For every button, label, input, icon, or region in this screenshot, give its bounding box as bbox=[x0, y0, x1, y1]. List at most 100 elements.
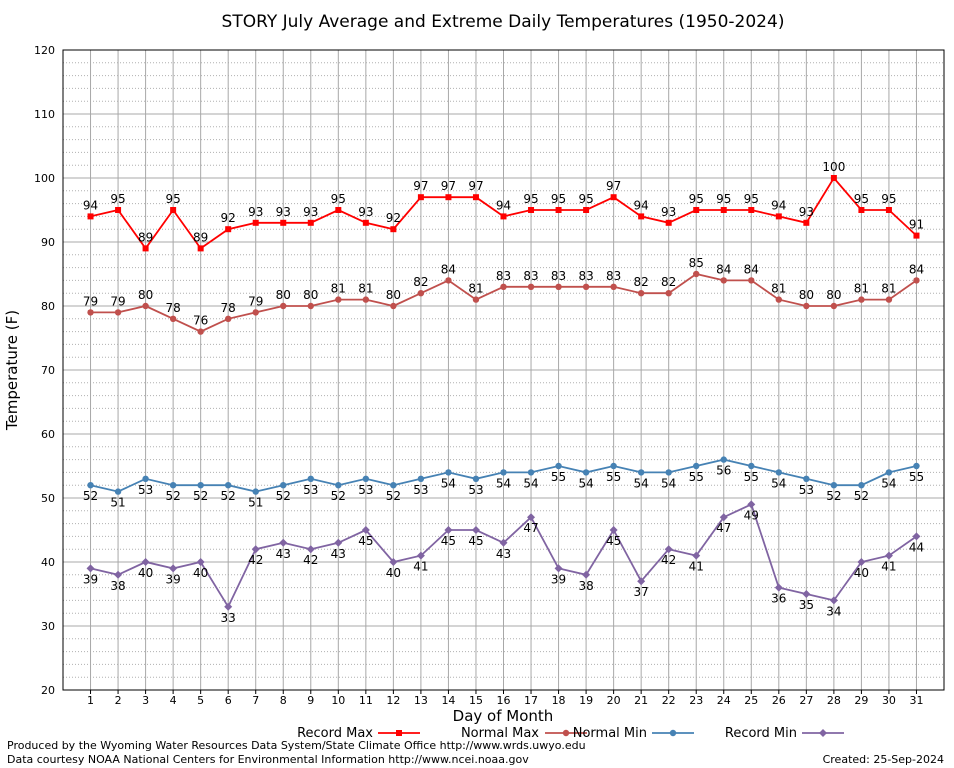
normal-max-point bbox=[335, 296, 342, 303]
normal-min-point bbox=[417, 475, 425, 482]
record-min-point bbox=[664, 545, 673, 554]
normal-min-value-label: 53 bbox=[468, 483, 483, 497]
record-max-point bbox=[280, 219, 287, 226]
normal-min-value-label: 54 bbox=[634, 476, 649, 490]
record-max-point bbox=[748, 207, 755, 213]
normal-min-point bbox=[913, 462, 920, 470]
x-tick-label: 4 bbox=[170, 694, 177, 707]
record-min-value-label: 40 bbox=[386, 566, 401, 580]
normal-max-point bbox=[87, 309, 94, 316]
y-tick-label: 50 bbox=[41, 492, 55, 505]
x-tick-label: 14 bbox=[441, 694, 455, 707]
normal-max-point bbox=[830, 302, 838, 310]
record-max-value-label: 95 bbox=[854, 192, 869, 206]
series-layer: 94 95 89 95 89 92 93 93 93 95 93 92 97 97 97 94 95 95 95 97… bbox=[83, 160, 924, 625]
record-max-value-label: 92 bbox=[221, 211, 236, 225]
normal-max-point bbox=[582, 283, 590, 290]
record-max-value-label: 95 bbox=[881, 192, 896, 206]
normal-max-value-label: 79 bbox=[248, 294, 263, 308]
normal-max-value-label: 79 bbox=[110, 294, 125, 308]
record-min-value-label: 43 bbox=[331, 547, 346, 561]
normal-min-point bbox=[803, 475, 810, 482]
normal-max-value-label: 80 bbox=[799, 288, 814, 302]
record-max-point bbox=[197, 245, 204, 252]
record-min-point bbox=[251, 545, 260, 554]
x-tick-label: 11 bbox=[359, 694, 373, 707]
y-tick-label: 80 bbox=[41, 300, 55, 313]
record-min-point bbox=[416, 551, 425, 560]
normal-min-value-label: 52 bbox=[193, 489, 208, 503]
x-tick-label: 20 bbox=[607, 694, 621, 707]
normal-max-value-label: 80 bbox=[303, 288, 318, 302]
normal-max-point bbox=[280, 302, 287, 310]
record-max-value-label: 97 bbox=[606, 179, 621, 193]
record-min-value-label: 42 bbox=[248, 553, 263, 567]
x-tick-label: 25 bbox=[744, 694, 758, 707]
legend-item-normal-max: Normal Max bbox=[461, 726, 587, 741]
credit-line-2: Data courtesy NOAA National Centers for … bbox=[7, 753, 529, 766]
normal-min-point bbox=[252, 488, 259, 495]
record-max-point bbox=[528, 207, 535, 213]
record-min-point bbox=[884, 551, 893, 560]
normal-max-value-label: 83 bbox=[606, 269, 621, 283]
record-min-point bbox=[774, 583, 783, 592]
normal-max-point bbox=[527, 283, 535, 290]
x-tick-label: 3 bbox=[142, 694, 149, 707]
record-max-point bbox=[335, 207, 342, 213]
normal-max-value-label: 81 bbox=[771, 282, 786, 296]
x-tick-label: 17 bbox=[524, 694, 538, 707]
record-min-point bbox=[857, 558, 866, 566]
record-max-value-label: 95 bbox=[744, 192, 759, 206]
record-min-value-label: 37 bbox=[634, 585, 649, 599]
normal-min-value-label: 52 bbox=[331, 489, 346, 503]
normal-max-point bbox=[803, 302, 810, 310]
y-tick-label: 20 bbox=[41, 684, 55, 697]
legend-marker bbox=[669, 729, 677, 737]
record-min-value-label: 39 bbox=[165, 572, 180, 586]
record-max-point bbox=[858, 207, 865, 213]
record-max-value-label: 95 bbox=[551, 192, 566, 206]
record-max-series: 94 95 89 95 89 92 93 93 93 95 93 92 97 97 97 94 95 95 95 97… bbox=[83, 160, 924, 252]
normal-min-value-label: 52 bbox=[221, 489, 236, 503]
normal-max-point bbox=[307, 302, 314, 310]
normal-min-point bbox=[527, 469, 535, 476]
normal-min-series: 52 51 53 52 52 52 51 52 53 52 53 52 53 54 53 54 54 55 54 55… bbox=[83, 456, 924, 510]
normal-max-value-label: 82 bbox=[634, 275, 649, 289]
normal-max-point bbox=[252, 309, 259, 316]
normal-max-value-label: 83 bbox=[578, 269, 593, 283]
normal-max-value-label: 80 bbox=[138, 288, 153, 302]
normal-max-value-label: 78 bbox=[221, 301, 236, 315]
record-min-value-label: 39 bbox=[83, 572, 98, 586]
record-max-value-label: 94 bbox=[83, 198, 98, 212]
record-min-point bbox=[719, 513, 728, 522]
normal-max-value-label: 85 bbox=[689, 256, 704, 270]
y-tick-label: 70 bbox=[41, 364, 55, 377]
record-min-value-label: 41 bbox=[881, 560, 896, 574]
y-tick-label: 120 bbox=[34, 44, 55, 57]
x-tick-label: 23 bbox=[689, 694, 703, 707]
chart-title: STORY July Average and Extreme Daily Tem… bbox=[222, 12, 785, 32]
normal-min-value-label: 52 bbox=[83, 489, 98, 503]
normal-max-point bbox=[362, 296, 370, 303]
legend-marker bbox=[819, 729, 827, 737]
normal-min-point bbox=[500, 469, 507, 476]
normal-min-point bbox=[335, 482, 342, 489]
record-max-point bbox=[362, 219, 369, 226]
x-tick-label: 8 bbox=[280, 694, 287, 707]
x-axis-label: Day of Month bbox=[453, 707, 554, 725]
record-min-point bbox=[829, 596, 838, 605]
record-max-point bbox=[638, 213, 645, 220]
record-min-value-label: 45 bbox=[441, 534, 456, 548]
record-min-point bbox=[279, 538, 288, 547]
record-max-point bbox=[87, 213, 94, 220]
record-max-point bbox=[885, 207, 892, 213]
normal-min-value-label: 53 bbox=[413, 483, 428, 497]
x-tick-label: 21 bbox=[634, 694, 648, 707]
x-tick-label: 26 bbox=[772, 694, 786, 707]
record-max-point bbox=[665, 219, 672, 226]
x-tick-label: 29 bbox=[854, 694, 868, 707]
record-min-value-label: 38 bbox=[110, 579, 125, 593]
record-max-value-label: 95 bbox=[689, 192, 704, 206]
record-min-value-label: 45 bbox=[358, 534, 373, 548]
record-min-value-label: 35 bbox=[799, 598, 814, 612]
